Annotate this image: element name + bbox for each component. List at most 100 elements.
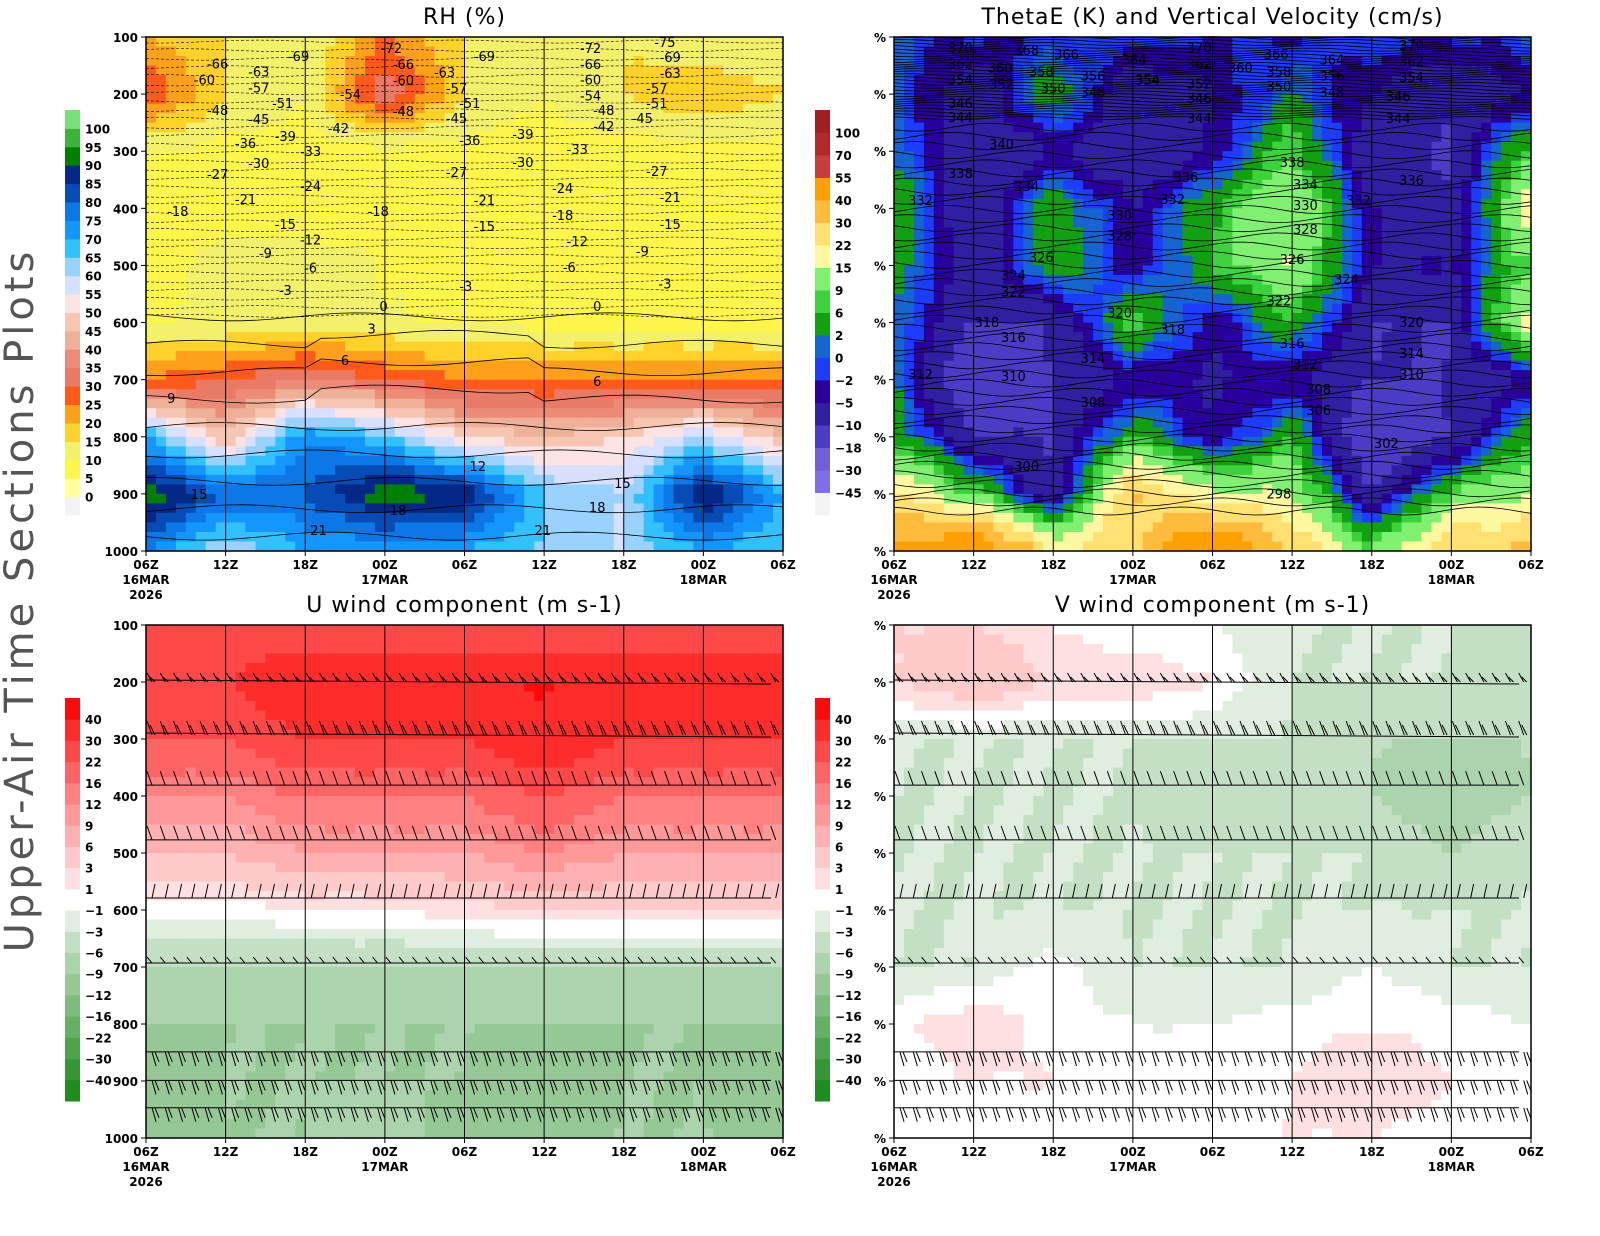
field-cell [564, 151, 575, 162]
field-cell [583, 313, 595, 324]
field-cell [943, 436, 955, 447]
field-cell [146, 512, 157, 523]
field-cell [355, 541, 366, 552]
field-cell [245, 493, 257, 504]
field-cell [305, 408, 316, 419]
field-cell [484, 436, 495, 447]
field-cell [613, 493, 625, 504]
field-cell [693, 284, 704, 295]
contour-label: 9 [167, 392, 175, 407]
field-cell [923, 227, 935, 238]
field-cell [1073, 46, 1084, 57]
field-cell [434, 208, 446, 219]
field-cell [255, 141, 267, 152]
field-cell [663, 541, 675, 552]
field-cell [933, 246, 945, 257]
field-cell [494, 46, 505, 57]
field-cell [215, 512, 227, 523]
field-cell [1113, 265, 1124, 276]
field-cell [544, 75, 555, 86]
field-cell [1003, 455, 1015, 466]
field-cell [763, 417, 774, 428]
field-cell [275, 94, 286, 105]
field-cell [703, 65, 714, 76]
field-cell [345, 541, 356, 552]
field-cell [265, 275, 276, 286]
field-cell [633, 113, 645, 124]
field-cell [534, 379, 545, 390]
field-cell [384, 132, 396, 143]
field-cell [394, 332, 406, 343]
field-cell [583, 132, 595, 143]
field-cell [365, 65, 376, 76]
field-cell [653, 236, 665, 247]
field-cell [663, 94, 675, 105]
field-cell [245, 541, 257, 552]
field-cell [963, 379, 975, 390]
field-cell [434, 227, 446, 238]
field-cell [733, 379, 744, 390]
field-cell [643, 179, 655, 190]
field-cell [404, 37, 416, 48]
field-cell [255, 246, 267, 257]
field-cell [285, 436, 296, 447]
field-cell [894, 275, 905, 286]
field-cell [365, 294, 376, 305]
field-cell [444, 427, 456, 438]
field-cell [933, 427, 945, 438]
field-cell [953, 294, 965, 305]
field-cell [1013, 417, 1024, 428]
field-cell [315, 265, 326, 276]
field-cell [1093, 84, 1104, 95]
field-cell [474, 284, 486, 295]
field-cell [733, 37, 744, 48]
field-cell [753, 217, 764, 228]
field-cell [623, 236, 635, 247]
field-cell [973, 465, 985, 476]
field-cell [504, 446, 515, 457]
field-cell [653, 122, 665, 133]
field-cell [554, 151, 565, 162]
field-cell [663, 151, 675, 162]
field-cell [414, 474, 426, 485]
field-cell [554, 179, 565, 190]
field-cell [643, 294, 655, 305]
field-cell [1033, 113, 1044, 124]
field-cell [1043, 417, 1054, 428]
field-cell [195, 303, 207, 314]
field-cell [534, 512, 545, 523]
field-cell [374, 141, 386, 152]
field-cell [414, 417, 426, 428]
field-cell [215, 294, 227, 305]
colorbar-label: 90 [85, 159, 102, 173]
field-cell [305, 541, 316, 552]
field-cell [1043, 512, 1054, 523]
field-cell [394, 227, 406, 238]
field-cell [753, 75, 764, 86]
field-cell [444, 217, 456, 228]
field-cell [544, 427, 555, 438]
field-cell [933, 474, 945, 485]
field-cell [894, 284, 905, 295]
field-cell [923, 236, 935, 247]
field-cell [1043, 160, 1054, 171]
field-cell [1003, 227, 1015, 238]
field-cell [185, 122, 197, 133]
field-cell [544, 208, 555, 219]
field-cell [643, 436, 655, 447]
field-cell [554, 398, 565, 409]
field-cell [1073, 474, 1084, 485]
field-cell [165, 313, 177, 324]
field-cell [175, 360, 187, 371]
field-cell [663, 236, 675, 247]
field-cell [894, 56, 905, 67]
field-cell [345, 151, 356, 162]
field-cell [1033, 379, 1044, 390]
field-cell [394, 84, 406, 95]
field-cell [474, 217, 486, 228]
field-cell [1053, 170, 1064, 181]
field-cell [583, 322, 595, 333]
field-cell [1113, 332, 1124, 343]
field-cell [673, 255, 685, 266]
field-cell [464, 160, 476, 171]
